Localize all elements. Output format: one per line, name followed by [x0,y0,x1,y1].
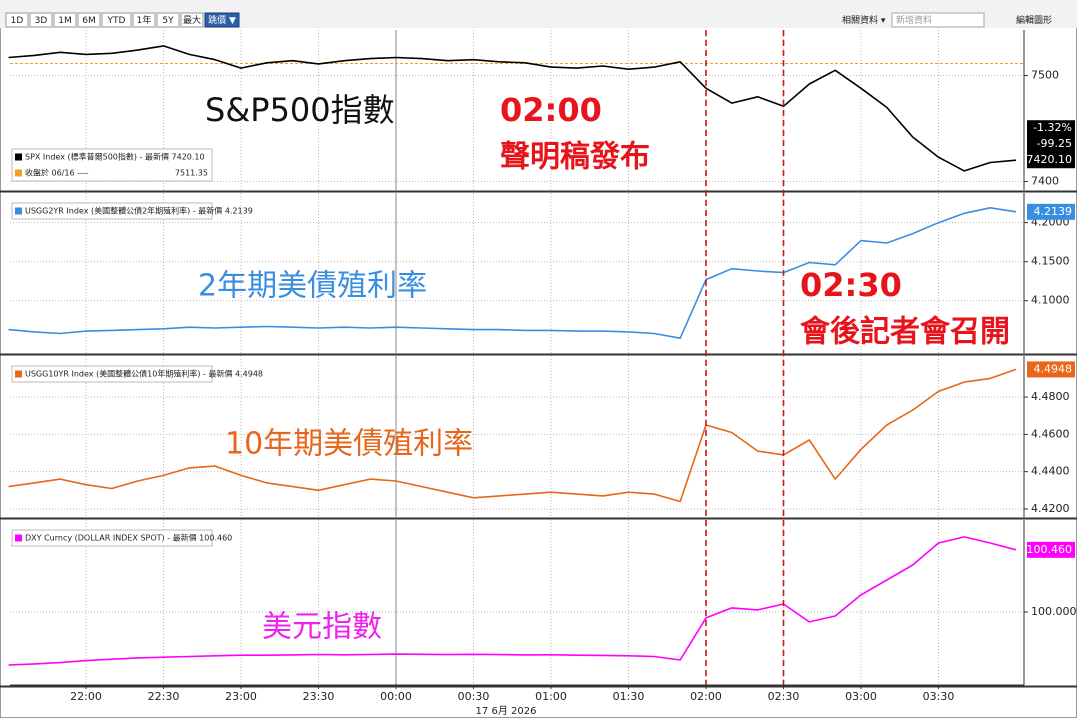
range-button[interactable] [101,12,132,28]
change-label: -99.25 [1037,137,1072,150]
y-tick-label: 4.1500 [1031,255,1070,268]
range-button[interactable] [180,12,204,28]
legend-box [11,365,213,383]
reference-label: 7511.35 [175,169,208,178]
x-tick-label: 00:00 [380,690,412,703]
range-button[interactable] [77,12,101,28]
legend-swatch [15,169,22,177]
search-box[interactable] [891,12,985,28]
legend-label: SPX Index (標準普爾500指數) - 最新價 7420.10 [25,152,205,162]
range-button[interactable] [53,12,77,28]
change-label: -1.32% [1033,121,1072,134]
x-axis-label: 17 6月 2026 [476,705,537,717]
x-tick-label: 23:30 [303,690,335,703]
x-tick-label: 02:30 [768,690,800,703]
y-tick-label: 4.1000 [1031,294,1070,307]
range-button[interactable] [5,12,29,28]
panel-annotation: 2年期美債殖利率 [198,269,427,304]
range-button[interactable] [29,12,53,28]
panel-annotation: 10年期美債殖利率 [225,427,473,462]
x-tick-label: 03:00 [845,690,877,703]
range-button[interactable] [156,12,180,28]
selected-label: 跳價 ▼ [208,14,236,26]
y-tick-label: 7400 [1031,175,1059,188]
legend-label: USGG2YR Index (美國整體公債2年期殖利率) - 最新價 4.213… [25,206,253,216]
series-line [8,45,1017,172]
panel-annotation: 美元指數 [262,610,382,645]
legend-label: 收盤於 06/16 ---- [25,168,89,178]
last-value-label: 100.460 [1027,543,1073,556]
last-value-box [1027,361,1075,378]
last-value-label: 7420.10 [1027,153,1073,166]
y-tick-label: 4.4200 [1031,502,1070,515]
last-value-box [1027,541,1075,558]
range-label: 1年 [137,14,152,26]
last-value-box [1027,203,1075,220]
range-button[interactable] [132,12,156,28]
y-tick-label: 4.4600 [1031,427,1070,440]
y-tick-label: 4.4400 [1031,465,1070,478]
event-time: 02:30 [800,266,902,304]
legend-swatch [15,207,22,215]
range-label: 5Y [162,16,174,26]
range-label: 最大 [183,14,201,26]
event-text: 聲明稿發布 [500,140,650,175]
event-time: 02:00 [500,91,602,129]
last-value-box [1027,120,1075,169]
x-tick-label: 00:30 [458,690,490,703]
range-label: YTD [107,16,126,26]
x-tick-label: 02:00 [690,690,722,703]
series-line [8,207,1017,339]
search-placeholder: 新增資料 [896,14,932,26]
range-label: 1D [11,16,24,26]
edit-button[interactable]: 編輯圖形 [1016,14,1052,26]
last-value-label: 4.4948 [1034,362,1073,375]
range-label: 6M [82,16,96,26]
x-tick-label: 01:00 [535,690,567,703]
legend-label: DXY Curncy (DOLLAR INDEX SPOT) - 最新價 100… [25,533,232,543]
legend-box [11,529,213,547]
x-tick-label: 23:00 [225,690,257,703]
legend-swatch [15,370,22,378]
panel-annotation: S&P500指數 [205,91,395,129]
y-tick-label: 100.000 [1031,605,1077,618]
range-label: 1M [58,16,72,26]
last-value-label: 4.2139 [1034,205,1073,218]
range-label: 3D [35,16,48,26]
x-tick-label: 01:30 [613,690,645,703]
x-tick-label: 03:30 [923,690,955,703]
legend-box [11,202,213,220]
x-tick-label: 22:00 [70,690,102,703]
x-tick-label: 22:30 [148,690,180,703]
series-line [8,368,1017,503]
y-tick-label: 7500 [1031,69,1059,82]
y-tick-label: 4.4800 [1031,390,1070,403]
event-text: 會後記者會召開 [800,315,1010,350]
legend-swatch [15,153,22,161]
legend-label: USGG10YR Index (美國整體公債10年期殖利率) - 最新價 4.4… [25,369,263,379]
series-line [8,536,1017,666]
selected-button[interactable] [204,12,240,28]
related-menu[interactable]: 相關資料 ▾ [842,14,886,26]
legend-swatch [15,534,22,542]
legend-box [11,148,213,182]
